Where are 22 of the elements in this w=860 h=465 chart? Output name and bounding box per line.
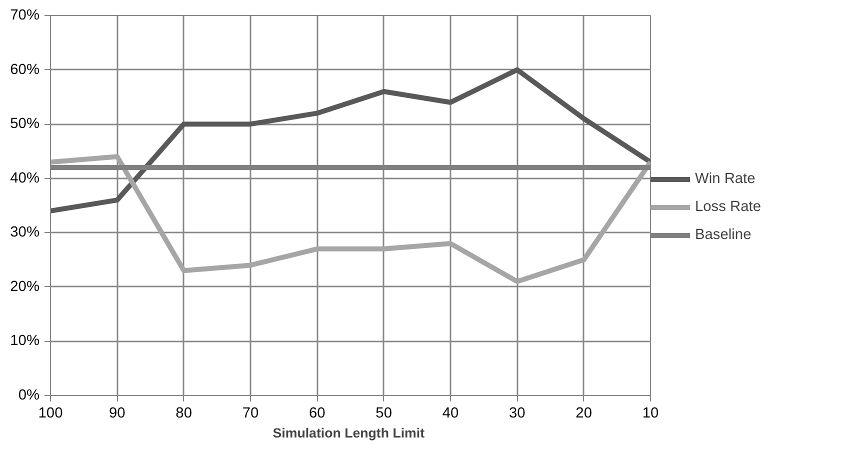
y-tick-label: 10% bbox=[10, 333, 40, 350]
x-tick-label: 30 bbox=[509, 406, 526, 422]
x-tick-label: 50 bbox=[376, 406, 392, 422]
y-tick-label: 70% bbox=[10, 8, 40, 24]
x-tick-label: 60 bbox=[309, 406, 326, 422]
y-tick-label: 60% bbox=[10, 62, 40, 78]
legend-label: Win Rate bbox=[695, 171, 756, 187]
y-tick-label: 30% bbox=[10, 224, 40, 241]
legend-label: Baseline bbox=[695, 227, 752, 243]
x-tick-label: 40 bbox=[442, 406, 459, 422]
x-axis-title: Simulation Length Limit bbox=[272, 426, 426, 440]
x-tick-label: 90 bbox=[109, 406, 126, 422]
x-tick-label: 100 bbox=[38, 406, 63, 422]
y-tick-label: 40% bbox=[10, 170, 40, 186]
y-tick-label: 20% bbox=[10, 278, 40, 295]
x-tick-label: 80 bbox=[176, 406, 192, 422]
legend-label: Loss Rate bbox=[695, 199, 761, 215]
x-tick-label: 10 bbox=[642, 406, 659, 422]
y-tick-label: 50% bbox=[10, 116, 40, 132]
x-tick-label: 20 bbox=[576, 406, 592, 422]
x-tick-label: 70 bbox=[242, 406, 259, 422]
y-tick-label: 0% bbox=[18, 388, 40, 404]
